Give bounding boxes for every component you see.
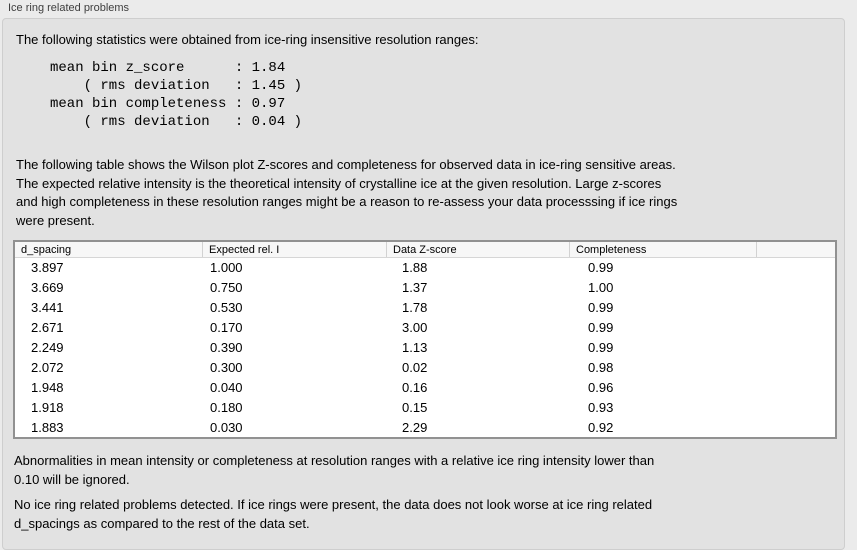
table-cell: 2.29 <box>402 420 428 435</box>
table-cell: 0.750 <box>210 280 243 295</box>
table-cell: 3.897 <box>31 260 64 275</box>
table-cell: 0.390 <box>210 340 243 355</box>
table-header: d_spacing Expected rel. I Data Z-score C… <box>15 242 835 258</box>
table-cell: 2.072 <box>31 360 64 375</box>
table-cell: 0.93 <box>588 400 614 415</box>
table-cell-empty <box>757 398 835 418</box>
table-row[interactable]: 2.072 0.300 0.02 0.98 <box>15 358 835 378</box>
table-row[interactable]: 3.897 1.000 1.88 0.99 <box>15 258 835 278</box>
table-cell: 0.98 <box>588 360 614 375</box>
table-cell: 3.00 <box>402 320 428 335</box>
table-cell-empty <box>757 338 835 358</box>
ice-ring-table: d_spacing Expected rel. I Data Z-score C… <box>13 240 837 439</box>
ignore-note: Abnormalities in mean intensity or compl… <box>14 453 655 487</box>
table-cell: 2.249 <box>31 340 64 355</box>
header-cell-expected-rel-i[interactable]: Expected rel. I <box>203 242 387 257</box>
table-cell: 0.99 <box>588 260 614 275</box>
table-cell: 0.16 <box>402 380 428 395</box>
table-row[interactable]: 1.918 0.180 0.15 0.93 <box>15 398 835 418</box>
table-cell: 1.00 <box>588 280 614 295</box>
table-cell: 0.92 <box>588 420 614 435</box>
table-row[interactable]: 1.883 0.030 2.29 0.92 <box>15 418 835 437</box>
table-row[interactable]: 1.948 0.040 0.16 0.96 <box>15 378 835 398</box>
header-cell-data-z-score[interactable]: Data Z-score <box>387 242 570 257</box>
table-cell-empty <box>757 378 835 398</box>
table-cell: 0.180 <box>210 400 243 415</box>
intro-text: The following statistics were obtained f… <box>16 32 479 47</box>
table-row[interactable]: 2.671 0.170 3.00 0.99 <box>15 318 835 338</box>
table-cell: 2.671 <box>31 320 64 335</box>
table-cell: 0.030 <box>210 420 243 435</box>
table-row[interactable]: 3.441 0.530 1.78 0.99 <box>15 298 835 318</box>
table-cell: 1.000 <box>210 260 243 275</box>
table-cell: 3.441 <box>31 300 64 315</box>
table-cell: 1.883 <box>31 420 64 435</box>
table-cell: 0.99 <box>588 300 614 315</box>
table-cell-empty <box>757 298 835 318</box>
table-cell: 0.99 <box>588 340 614 355</box>
table-cell: 0.15 <box>402 400 428 415</box>
table-cell: 0.300 <box>210 360 243 375</box>
ice-ring-panel: The following statistics were obtained f… <box>2 18 845 550</box>
table-row[interactable]: 3.669 0.750 1.37 1.00 <box>15 278 835 298</box>
table-cell: 0.170 <box>210 320 243 335</box>
conclusion-text: No ice ring related problems detected. I… <box>14 497 653 531</box>
table-cell-empty <box>757 278 835 298</box>
table-cell: 3.669 <box>31 280 64 295</box>
panel-title: Ice ring related problems <box>8 2 130 14</box>
table-cell-empty <box>757 318 835 338</box>
table-body: 3.897 1.000 1.88 0.99 3.669 0.750 1.37 1.00 3.44… <box>15 258 835 437</box>
stats-block: mean bin z_score : 1.84 ( rms deviation … <box>50 60 303 130</box>
table-cell: 1.13 <box>402 340 428 355</box>
table-cell: 1.948 <box>31 380 64 395</box>
table-cell: 1.918 <box>31 400 64 415</box>
header-cell-completeness[interactable]: Completeness <box>570 242 757 257</box>
table-description: The following table shows the Wilson plo… <box>16 157 678 228</box>
table-cell-empty <box>757 258 835 278</box>
table-cell: 0.040 <box>210 380 243 395</box>
table-cell: 0.96 <box>588 380 614 395</box>
table-cell: 1.37 <box>402 280 428 295</box>
table-row[interactable]: 2.249 0.390 1.13 0.99 <box>15 338 835 358</box>
header-cell-d-spacing[interactable]: d_spacing <box>15 242 203 257</box>
table-cell: 0.530 <box>210 300 243 315</box>
table-cell-empty <box>757 358 835 378</box>
table-cell: 1.88 <box>402 260 428 275</box>
table-cell-empty <box>757 418 835 437</box>
table-cell: 0.99 <box>588 320 614 335</box>
table-cell: 0.02 <box>402 360 428 375</box>
table-cell: 1.78 <box>402 300 428 315</box>
header-cell-empty <box>757 242 835 257</box>
